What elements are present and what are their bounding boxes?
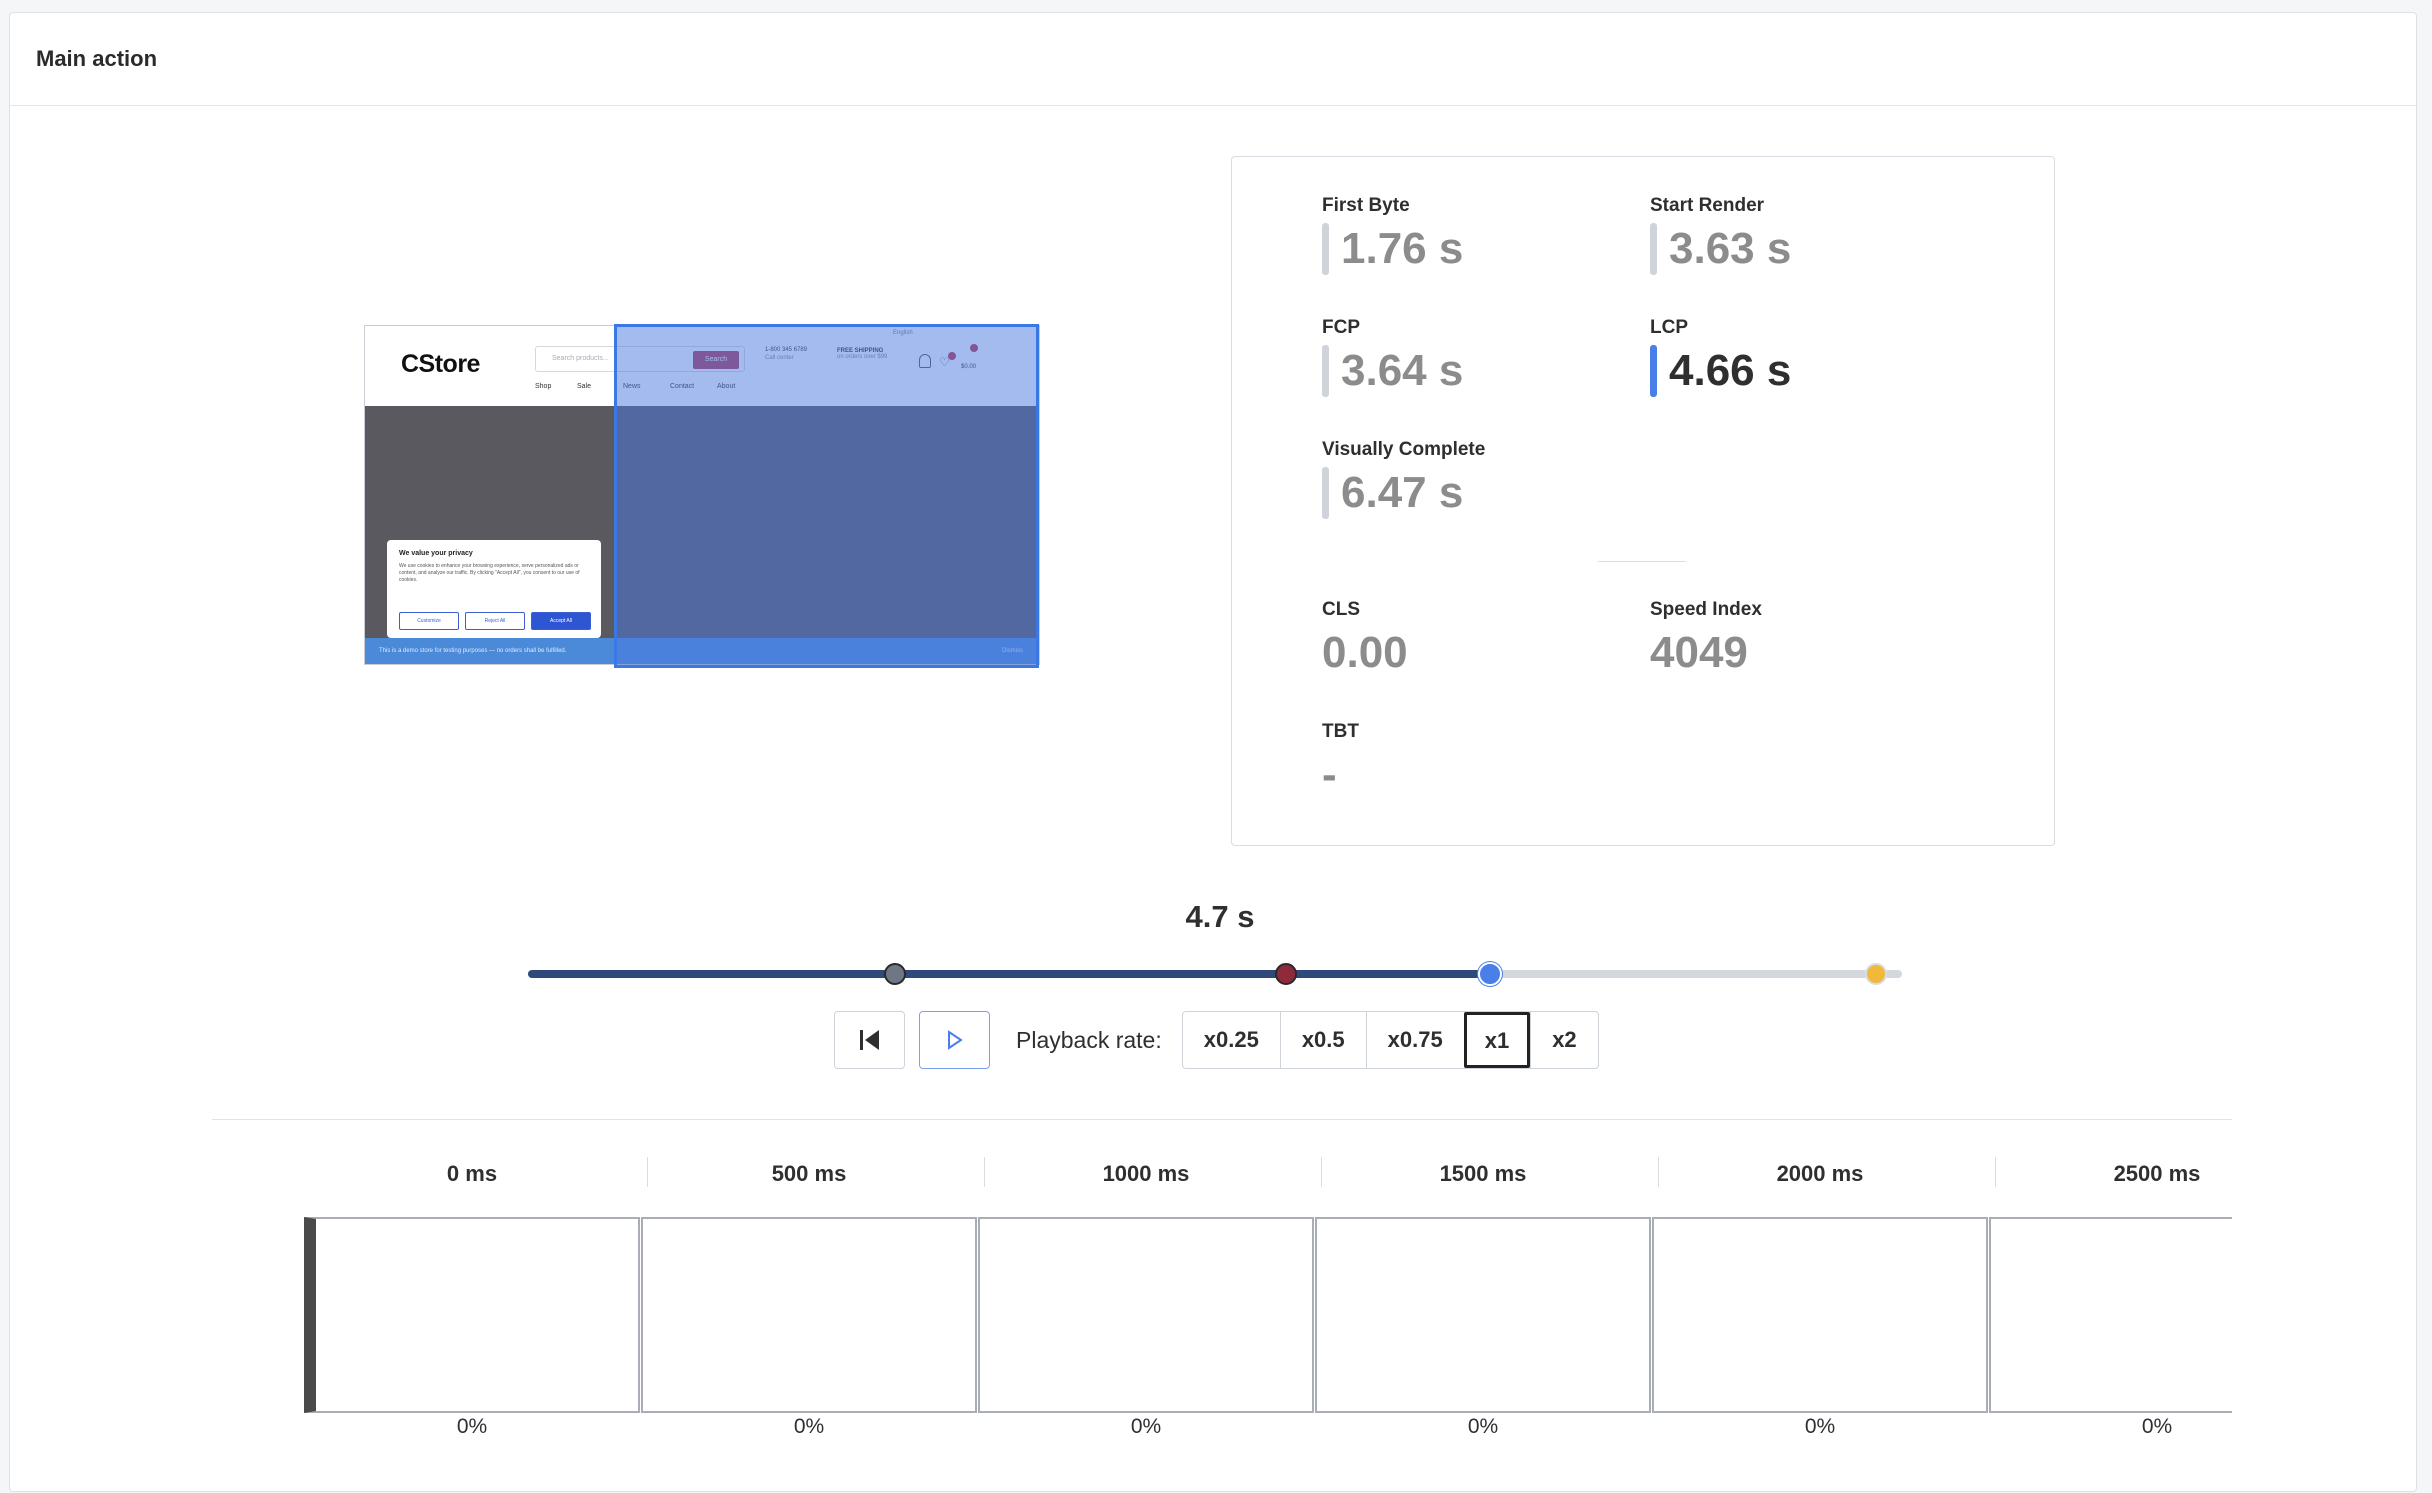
metric-label: TBT — [1322, 721, 1359, 742]
frame-thumbnail[interactable] — [304, 1217, 640, 1413]
site-logo: CStore — [401, 350, 480, 378]
frame-visual-progress: 0% — [2141, 1415, 2173, 1438]
panel-header: Main action — [10, 13, 2416, 106]
frame-separator — [1995, 1157, 1996, 1187]
metric-bar — [1322, 223, 1329, 275]
playback-rate-option[interactable]: x0.75 — [1365, 1012, 1464, 1068]
metric-value: 6.47 s — [1341, 468, 1464, 517]
timeline-marker-fcp[interactable] — [1275, 963, 1298, 985]
frame-visual-progress: 0% — [456, 1415, 488, 1438]
frame-thumbnail[interactable] — [1315, 1217, 1651, 1413]
frame-separator — [1321, 1157, 1322, 1187]
metric-cls: CLS 0.00 — [1322, 599, 1408, 679]
metric-bar — [1322, 467, 1329, 519]
metric-lcp: LCP 4.66 s — [1650, 317, 1791, 397]
metric-value: - — [1322, 750, 1337, 799]
play-button[interactable] — [919, 1011, 990, 1069]
current-time-label: 4.7 s — [1185, 899, 1255, 934]
timeline-marker-visually-complete[interactable] — [1864, 963, 1887, 985]
timeline-slider[interactable] — [528, 962, 1902, 986]
rewind-button[interactable] — [834, 1011, 905, 1069]
playback-controls: Playback rate: x0.25 x0.5 x0.75 x1 x2 — [834, 1010, 1599, 1070]
frame-time: 1000 ms — [1102, 1161, 1190, 1186]
frame-separator — [1658, 1157, 1659, 1187]
metric-label: Speed Index — [1650, 599, 1762, 620]
metric-tbt: TBT - — [1322, 721, 1359, 801]
metric-value: 3.63 s — [1669, 224, 1792, 273]
metric-fcp: FCP 3.64 s — [1322, 317, 1463, 397]
filmstrip: 0 ms 0% 500 ms 0% 1000 ms 0% 1500 ms 0% 2000 ms 0… — [304, 1153, 2232, 1493]
frame-thumbnail[interactable] — [641, 1217, 977, 1413]
frame-visual-progress: 0% — [1467, 1415, 1499, 1438]
timeline-marker-first-byte[interactable] — [883, 963, 906, 985]
timeline-thumb[interactable] — [1477, 962, 1502, 986]
frame-time: 0 ms — [446, 1161, 498, 1186]
playback-rate-option[interactable]: x2 — [1530, 1012, 1597, 1068]
lcp-element-highlight — [614, 324, 1039, 668]
metric-label: LCP — [1650, 317, 1688, 338]
frame-time: 1500 ms — [1439, 1161, 1527, 1186]
metric-bar — [1650, 345, 1657, 397]
metric-bar — [1650, 223, 1657, 275]
playback-rate-option[interactable]: x1 — [1463, 1012, 1531, 1068]
demo-notice-text: This is a demo store for testing purpose… — [379, 648, 567, 654]
frame-time: 2000 ms — [1776, 1161, 1864, 1186]
metric-value: 4049 — [1650, 628, 1748, 677]
main-action-panel: Main action CStore Search products... Se… — [9, 12, 2417, 1492]
frame-thumbnail[interactable] — [978, 1217, 1314, 1413]
frame-visual-progress: 0% — [793, 1415, 825, 1438]
skip-to-start-icon — [859, 1030, 879, 1050]
frame-time: 2500 ms — [2113, 1161, 2201, 1186]
cookie-title: We value your privacy — [399, 550, 473, 557]
cookie-buttons: Customize Reject All Accept All — [399, 612, 591, 630]
frame-visual-progress: 0% — [1130, 1415, 1162, 1438]
frame-visual-progress: 0% — [1804, 1415, 1836, 1438]
metric-bar — [1322, 345, 1329, 397]
metric-label: CLS — [1322, 599, 1360, 620]
frame-preview: CStore Search products... Search Shop Sa… — [364, 324, 1049, 683]
cookie-customize-button: Customize — [399, 612, 459, 630]
frame-separator — [984, 1157, 985, 1187]
playback-rate-group: x0.25 x0.5 x0.75 x1 x2 — [1181, 1011, 1599, 1069]
metric-label: Start Render — [1650, 195, 1765, 216]
play-icon — [947, 1030, 963, 1050]
frame-time: 500 ms — [771, 1161, 847, 1186]
cookie-reject-button: Reject All — [465, 612, 525, 630]
frame-separator — [647, 1157, 648, 1187]
timeline-progress — [528, 970, 1490, 978]
metric-value: 0.00 — [1322, 628, 1408, 677]
playback-rate-label: Playback rate: — [1016, 1026, 1162, 1053]
metric-label: Visually Complete — [1322, 439, 1486, 460]
site-nav-sale: Sale — [577, 383, 592, 390]
metrics-divider — [1598, 561, 1686, 562]
panel-title: Main action — [36, 46, 158, 71]
metric-first-byte: First Byte 1.76 s — [1322, 195, 1463, 275]
frame-thumbnail[interactable] — [1652, 1217, 1988, 1413]
cookie-text: We use cookies to enhance your browsing … — [399, 563, 580, 583]
metrics-card: First Byte 1.76 s Start Render 3.63 s FC… — [1231, 156, 2055, 846]
metric-label: First Byte — [1322, 195, 1410, 216]
cookie-accept-button: Accept All — [531, 612, 591, 630]
metric-speed-index: Speed Index 4049 — [1650, 599, 1762, 679]
site-nav-shop: Shop — [535, 383, 552, 390]
metric-label: FCP — [1322, 317, 1360, 338]
cookie-dialog: We value your privacy We use cookies to … — [387, 540, 601, 638]
section-divider — [212, 1119, 2232, 1120]
frame-thumbnail[interactable] — [1989, 1217, 2232, 1413]
metric-value: 1.76 s — [1341, 224, 1464, 273]
metric-start-render: Start Render 3.63 s — [1650, 195, 1791, 275]
playback-rate-option[interactable]: x0.25 — [1203, 1027, 1259, 1052]
playback-rate-option[interactable]: x0.5 — [1279, 1012, 1366, 1068]
metric-value: 3.64 s — [1341, 346, 1464, 395]
metric-value: 4.66 s — [1669, 346, 1792, 395]
metric-visually-complete: Visually Complete 6.47 s — [1322, 439, 1485, 519]
